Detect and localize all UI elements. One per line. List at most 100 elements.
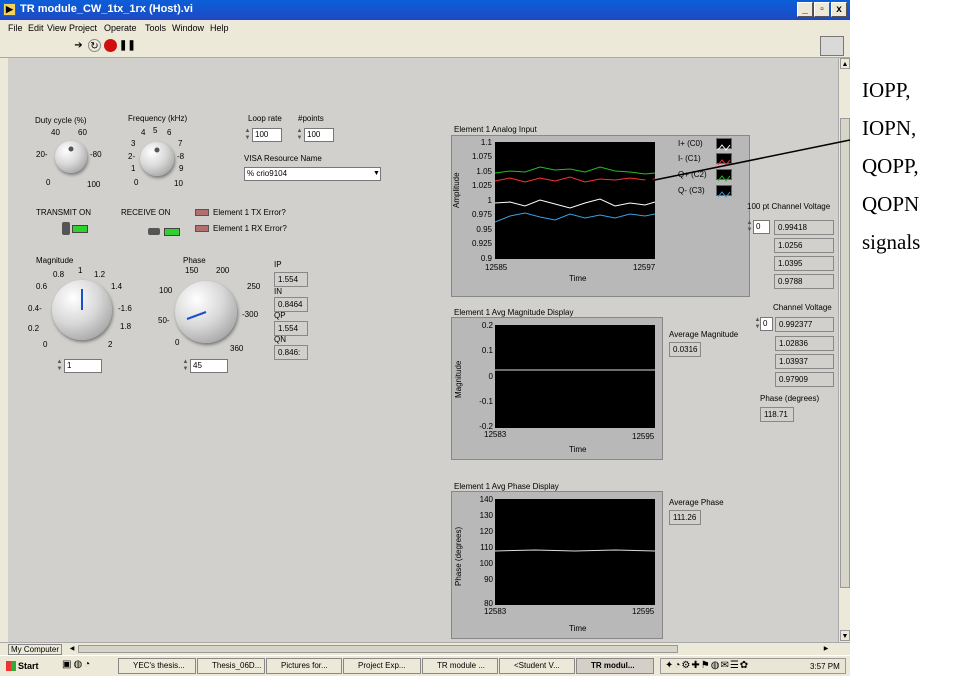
visa-resource-select[interactable]: % crio9104 (244, 167, 381, 181)
points-input[interactable]: 100 (304, 128, 334, 142)
mag-tick: 1.8 (120, 322, 132, 331)
menu-file[interactable]: File (8, 23, 23, 33)
channel-voltage-100pt-index[interactable]: 0 (753, 220, 770, 234)
scroll-right-icon[interactable]: ▶ (823, 646, 829, 652)
chevron-down-icon[interactable]: ▼ (373, 170, 380, 177)
freq-tick: 9 (179, 164, 184, 173)
menu-tools[interactable]: Tools (145, 23, 167, 33)
knob-pointer-icon (81, 289, 83, 310)
receive-toggle[interactable] (148, 228, 160, 235)
phase-input[interactable]: 45 (190, 359, 228, 373)
legend-i-minus-swatch[interactable] (716, 153, 732, 166)
points-incdec[interactable]: ▲ ▼ (296, 128, 303, 141)
qn-label: QN (274, 335, 286, 344)
menu-help[interactable]: Help (210, 23, 229, 33)
channel-voltage-1: 1.02836 (775, 336, 834, 351)
freq-tick: 7 (178, 139, 183, 148)
legend-i-minus-label: I- (C1) (678, 154, 701, 163)
phase-tick: 360 (230, 344, 244, 353)
avg-phase-indicator: 111.26 (669, 510, 701, 525)
channel-voltage-3: 0.97909 (775, 372, 834, 387)
run-continuously-icon[interactable]: ↻ (88, 39, 101, 52)
scroll-down-icon[interactable]: ▼ (840, 630, 850, 641)
abort-icon[interactable] (104, 39, 117, 52)
taskbar-item-active[interactable]: TR modul... (576, 658, 654, 674)
quick-launch-icons[interactable]: ▣◍◔ (62, 659, 93, 670)
start-button[interactable]: Start (4, 658, 54, 674)
front-panel: Duty cycle (%) 40 60 20- -80 0 100 Frequ… (8, 58, 838, 642)
taskbar-item[interactable]: Thesis_06D... (197, 658, 265, 674)
transmit-label: TRANSMIT ON (36, 208, 91, 217)
phase-tick: 250 (247, 282, 261, 291)
tray-icons[interactable]: ✦◔⚙✚⚑◍✉☰✿ (665, 660, 750, 671)
graph3-trace (494, 549, 656, 552)
mag-tick: 0.4- (28, 304, 42, 313)
graph1-traces (494, 166, 656, 223)
knob-pointer-icon (186, 311, 207, 320)
channel-voltage-incdec[interactable]: ▲ ▼ (754, 317, 761, 330)
graph3-ytick: 110 (480, 543, 493, 552)
channel-voltage-100pt-2: 1.0395 (774, 256, 834, 271)
minimize-button[interactable]: _ (797, 2, 813, 17)
scroll-thumb[interactable] (840, 118, 850, 588)
phase-tick: 150 (185, 266, 199, 275)
duty-tick: 100 (87, 180, 101, 189)
duty-tick: 20- (36, 150, 48, 159)
duty-tick: -80 (90, 150, 102, 159)
taskbar-item[interactable]: <Student V... (499, 658, 575, 674)
horizontal-scroll-thumb[interactable] (78, 645, 678, 653)
phase-knob[interactable] (175, 281, 237, 343)
menu-edit[interactable]: Edit (28, 23, 44, 33)
menu-window[interactable]: Window (172, 23, 205, 33)
channel-voltage-index[interactable]: 0 (760, 317, 773, 331)
ip-indicator: 1.554 (274, 272, 308, 287)
legend-i-plus-swatch[interactable] (716, 138, 732, 151)
taskbar-item[interactable]: TR module ... (422, 658, 498, 674)
channel-voltage-100pt-incdec[interactable]: ▲ ▼ (746, 220, 753, 233)
mag-tick: 0 (43, 340, 48, 349)
scroll-left-icon[interactable]: ◀ (69, 646, 75, 652)
menu-view[interactable]: View (47, 23, 67, 33)
graph3-ytick: 120 (479, 527, 493, 536)
trace-q-plus (494, 166, 656, 175)
graph3-xtick-end: 12595 (632, 607, 655, 616)
loop-rate-input[interactable]: 100 (252, 128, 282, 142)
loop-rate-incdec[interactable]: ▲ ▼ (244, 128, 251, 141)
status-bar: My Computer ◀ ▶ (0, 642, 850, 655)
frequency-knob[interactable] (140, 142, 174, 176)
run-arrow-icon[interactable]: ➔ (74, 40, 83, 51)
annotation-line: QOPP, (862, 154, 919, 178)
phase-incdec[interactable]: ▲ ▼ (182, 359, 189, 372)
taskbar-item[interactable]: Pictures for... (266, 658, 342, 674)
vertical-scrollbar[interactable]: ▲ ▼ (838, 58, 850, 642)
magnitude-incdec[interactable]: ▲ ▼ (56, 359, 63, 372)
legend-q-minus-swatch[interactable] (716, 185, 732, 198)
scroll-up-icon[interactable]: ▲ (840, 58, 850, 69)
graph2-plot (495, 325, 655, 428)
close-button[interactable]: x (831, 2, 847, 17)
taskbar-item[interactable]: YEC's thesis... (118, 658, 196, 674)
menu-project[interactable]: Project (69, 23, 98, 33)
freq-tick: 10 (174, 179, 183, 188)
graph2-title: Element 1 Avg Magnitude Display (454, 308, 574, 317)
mag-tick: 1 (78, 266, 83, 275)
magnitude-knob[interactable] (52, 280, 112, 340)
graph1-ytick: 1.05 (476, 167, 492, 176)
pause-icon[interactable]: ❚❚ (119, 40, 136, 51)
labview-window: ▶ TR module_CW_1tx_1rx (Host).vi _ ▫ x F… (0, 0, 850, 676)
taskbar-item[interactable]: Project Exp... (343, 658, 421, 674)
transmit-toggle[interactable] (62, 222, 70, 235)
menu-operate[interactable]: Operate (104, 23, 137, 33)
phase-tick: -300 (242, 310, 259, 319)
graph1-ytick: 0.925 (471, 239, 492, 248)
loop-rate-label: Loop rate (248, 114, 282, 123)
avg-magnitude-indicator: 0.0316 (669, 342, 701, 357)
graph2-ytick: 0.2 (481, 321, 493, 330)
duty-tick: 0 (46, 178, 51, 187)
magnitude-input[interactable]: 1 (64, 359, 102, 373)
avg-phase-label: Average Phase (669, 498, 724, 507)
maximize-button[interactable]: ▫ (814, 2, 830, 17)
toolbar: ➔ ↻ ❚❚ (0, 36, 850, 58)
legend-q-plus-swatch[interactable] (716, 169, 732, 182)
duty-cycle-knob[interactable] (55, 141, 87, 173)
